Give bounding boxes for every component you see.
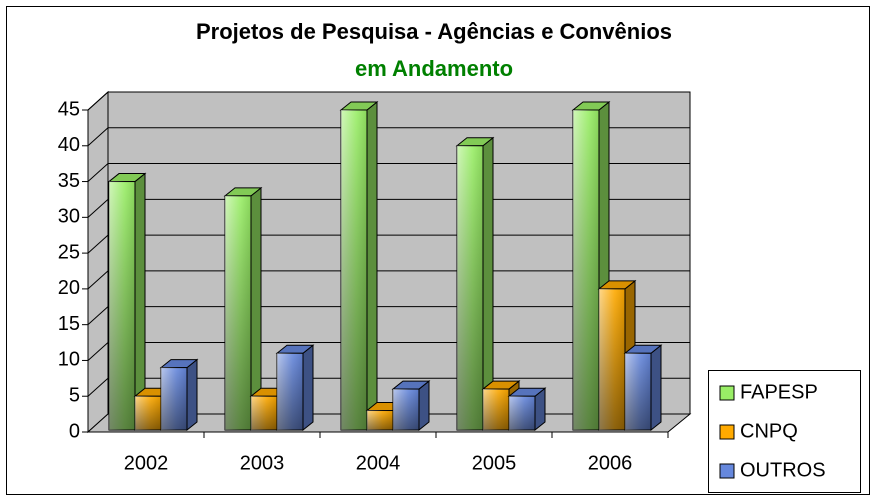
bar xyxy=(223,186,263,432)
grid-line xyxy=(87,270,690,290)
bar-top-shade xyxy=(341,102,377,110)
legend-swatch xyxy=(719,385,735,401)
bar xyxy=(571,100,611,432)
bar-side-shade xyxy=(367,102,377,430)
x-tick-label: 2003 xyxy=(240,452,285,474)
bar-front-shade xyxy=(109,181,135,430)
chart-title: Projetos de Pesquisa - Agências e Convên… xyxy=(196,19,672,44)
bar-side-shade xyxy=(251,187,261,430)
legend-swatch xyxy=(719,463,735,479)
grid-line xyxy=(87,198,690,218)
bar-top-shade xyxy=(483,381,519,390)
grid-line xyxy=(87,306,690,326)
bar-side-shade xyxy=(483,137,493,430)
grid-line xyxy=(87,91,690,111)
bar-top-shade xyxy=(599,280,635,289)
bar-front-shade xyxy=(625,353,651,430)
legend-label: OUTROS xyxy=(740,459,826,481)
y-tick-label: 0 xyxy=(69,420,80,442)
bar-top-shade xyxy=(109,173,145,182)
bar-side-shade xyxy=(187,359,197,430)
bar xyxy=(623,344,663,432)
bar xyxy=(455,136,495,432)
bar-top-shade xyxy=(509,388,545,397)
bar-side-shade xyxy=(535,388,545,430)
y-tick-label: 5 xyxy=(69,385,80,407)
x-tick-label: 2005 xyxy=(472,452,517,474)
legend-label: FAPESP xyxy=(740,381,818,403)
y-tick-label: 10 xyxy=(58,349,80,371)
bar-top-shade xyxy=(161,359,197,368)
bar-front-shade xyxy=(367,410,393,430)
bar-front-shade xyxy=(483,389,509,430)
bar-top-shade xyxy=(393,381,429,390)
bar xyxy=(159,358,199,432)
bar-top-shade xyxy=(225,187,261,196)
bar xyxy=(275,344,315,432)
chart-subtitle: em Andamento xyxy=(355,56,513,81)
y-tick-label: 40 xyxy=(58,134,80,156)
y-tick-label: 30 xyxy=(58,206,80,228)
bar-front-shade xyxy=(251,396,277,430)
y-tick-label: 15 xyxy=(58,313,80,335)
bar-front-shade xyxy=(573,110,599,430)
bar-front-shade xyxy=(135,396,161,430)
y-tick-label: 35 xyxy=(58,170,80,192)
bar-front-shade xyxy=(341,110,367,430)
bar-top-shade xyxy=(573,102,609,110)
bar-front-shade xyxy=(161,367,187,430)
bar xyxy=(507,387,547,432)
grid-line xyxy=(87,127,690,147)
bar-side-shade xyxy=(419,381,429,430)
x-tick-label: 2002 xyxy=(124,452,169,474)
bar-front-shade xyxy=(599,288,625,430)
grid-line xyxy=(87,163,690,182)
y-tick-label: 45 xyxy=(58,98,80,120)
bar-side-shade xyxy=(651,345,661,430)
plot: 0 5 10 15 20 25 30 35 40 45 2002 2003 2004 2005 2006 FA… xyxy=(58,91,826,481)
bar-front-shade xyxy=(277,353,303,430)
bar-side-shade xyxy=(135,173,145,431)
grid-line xyxy=(87,377,690,397)
legend-swatch xyxy=(719,424,735,440)
bar-front-shade xyxy=(393,389,419,430)
y-tick-label: 25 xyxy=(58,241,80,263)
grid-line xyxy=(87,234,690,254)
bar xyxy=(339,100,379,432)
bar-top-shade xyxy=(277,345,313,354)
y-tick-label: 20 xyxy=(58,277,80,299)
bar-top-shade xyxy=(625,345,661,354)
bar-top-shade xyxy=(457,137,493,146)
x-tick-label: 2004 xyxy=(356,452,401,474)
bar-front-shade xyxy=(225,195,251,430)
x-tick-label: 2006 xyxy=(588,452,633,474)
bar xyxy=(107,172,147,432)
legend-label: CNPQ xyxy=(740,420,798,442)
bar-side-shade xyxy=(303,345,313,430)
bar xyxy=(391,380,431,432)
bar-front-shade xyxy=(457,145,483,430)
bar-front-shade xyxy=(509,396,535,430)
grid-line xyxy=(87,341,690,361)
